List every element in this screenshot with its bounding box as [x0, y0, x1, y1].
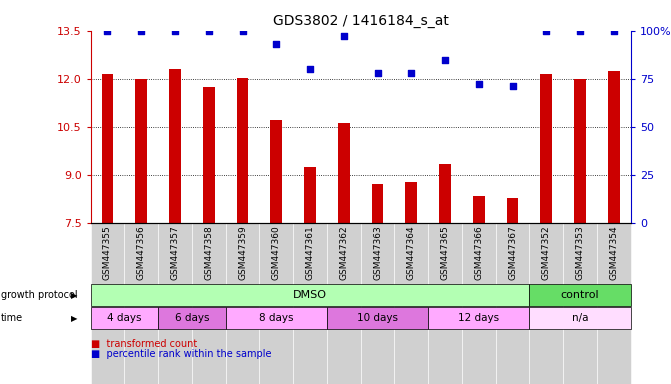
Bar: [439, 164, 451, 223]
Text: ■  transformed count: ■ transformed count: [91, 339, 197, 349]
Text: 4 days: 4 days: [107, 313, 142, 323]
Bar: [338, 123, 350, 223]
Bar: [574, 79, 586, 223]
Bar: [540, 74, 552, 223]
Point: [271, 41, 282, 47]
Point: [372, 70, 383, 76]
Text: ▶: ▶: [70, 314, 77, 323]
Text: ■  percentile rank within the sample: ■ percentile rank within the sample: [91, 349, 271, 359]
Bar: [136, 79, 147, 223]
Text: 12 days: 12 days: [458, 313, 499, 323]
Bar: [169, 69, 181, 223]
FancyBboxPatch shape: [327, 223, 361, 384]
Point: [507, 83, 518, 89]
FancyBboxPatch shape: [91, 223, 124, 384]
Point: [305, 66, 315, 72]
Point: [575, 28, 586, 34]
Bar: [237, 78, 248, 223]
Text: n/a: n/a: [572, 313, 588, 323]
FancyBboxPatch shape: [428, 223, 462, 384]
FancyBboxPatch shape: [496, 223, 529, 384]
Point: [203, 28, 214, 34]
Point: [541, 28, 552, 34]
Bar: [101, 74, 113, 223]
Text: 10 days: 10 days: [357, 313, 398, 323]
Text: control: control: [561, 290, 599, 300]
Point: [440, 56, 450, 63]
Text: DMSO: DMSO: [293, 290, 327, 300]
Title: GDS3802 / 1416184_s_at: GDS3802 / 1416184_s_at: [272, 14, 449, 28]
FancyBboxPatch shape: [563, 223, 597, 384]
FancyBboxPatch shape: [361, 223, 395, 384]
Bar: [507, 198, 519, 223]
FancyBboxPatch shape: [158, 223, 192, 384]
Bar: [372, 184, 383, 223]
Point: [474, 81, 484, 88]
Text: ▶: ▶: [70, 291, 77, 300]
Text: time: time: [1, 313, 23, 323]
FancyBboxPatch shape: [124, 223, 158, 384]
Text: 8 days: 8 days: [259, 313, 293, 323]
Text: growth protocol: growth protocol: [1, 290, 77, 300]
Point: [170, 28, 180, 34]
Bar: [270, 120, 282, 223]
FancyBboxPatch shape: [192, 223, 225, 384]
Bar: [203, 87, 215, 223]
FancyBboxPatch shape: [395, 223, 428, 384]
Point: [406, 70, 417, 76]
Point: [136, 28, 146, 34]
FancyBboxPatch shape: [225, 223, 260, 384]
FancyBboxPatch shape: [462, 223, 496, 384]
Point: [102, 28, 113, 34]
Point: [609, 28, 619, 34]
Bar: [608, 71, 620, 223]
Point: [237, 28, 248, 34]
FancyBboxPatch shape: [597, 223, 631, 384]
Bar: [304, 167, 316, 223]
FancyBboxPatch shape: [293, 223, 327, 384]
Text: 6 days: 6 days: [174, 313, 209, 323]
Bar: [473, 195, 484, 223]
Bar: [405, 182, 417, 223]
Point: [338, 33, 349, 40]
FancyBboxPatch shape: [260, 223, 293, 384]
FancyBboxPatch shape: [529, 223, 563, 384]
